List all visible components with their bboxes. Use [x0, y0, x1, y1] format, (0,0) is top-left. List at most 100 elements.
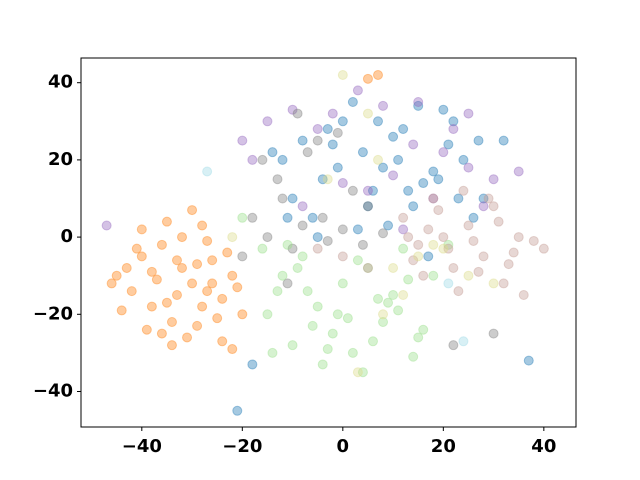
point [413, 97, 424, 108]
point [528, 235, 539, 246]
point [146, 301, 157, 312]
point [373, 116, 383, 127]
point [177, 232, 188, 243]
point [317, 174, 328, 185]
point [478, 251, 489, 262]
point [418, 178, 429, 189]
point [297, 201, 308, 212]
point [347, 97, 358, 108]
y-tick-label: −40 [33, 380, 73, 401]
point [423, 251, 434, 262]
point [373, 154, 383, 165]
point [287, 104, 298, 115]
point [292, 262, 303, 273]
point [136, 251, 147, 262]
point [141, 324, 152, 335]
point [388, 131, 399, 142]
point [463, 162, 474, 173]
point [161, 297, 172, 308]
point [388, 289, 399, 300]
point [156, 328, 167, 339]
x-tick-label: −20 [222, 436, 262, 457]
point [378, 317, 389, 328]
point [347, 347, 358, 358]
point [237, 212, 248, 223]
x-tick-label: 40 [531, 436, 556, 457]
point [332, 127, 343, 138]
point [277, 193, 288, 204]
point [197, 220, 208, 231]
point [312, 124, 323, 135]
point [111, 270, 122, 281]
plot-frame [80, 57, 577, 428]
point [332, 162, 343, 173]
point [388, 262, 399, 273]
point [398, 124, 409, 135]
point [418, 324, 429, 335]
point [513, 166, 524, 177]
point [498, 135, 509, 146]
point [312, 135, 323, 146]
point [448, 340, 459, 351]
point [468, 235, 479, 246]
point [433, 174, 444, 185]
point [237, 251, 248, 262]
point [357, 367, 368, 378]
point [337, 116, 348, 127]
point [468, 212, 479, 223]
point [423, 224, 434, 235]
point [302, 147, 313, 158]
point [488, 174, 499, 185]
point [493, 216, 504, 227]
point [352, 255, 363, 266]
point [292, 108, 303, 119]
point [297, 251, 308, 262]
point [443, 139, 454, 150]
point [327, 139, 338, 150]
point [448, 262, 459, 273]
point [398, 224, 409, 235]
point [428, 193, 439, 204]
point [126, 286, 137, 297]
point [408, 139, 419, 150]
point [197, 301, 208, 312]
point [393, 154, 404, 165]
point [227, 270, 238, 281]
point [458, 154, 469, 165]
point [352, 85, 363, 96]
point [362, 201, 373, 212]
point [408, 201, 419, 212]
point [121, 262, 132, 273]
point [262, 309, 273, 320]
x-tick-label: 20 [431, 436, 456, 457]
y-tick-label: 40 [48, 72, 73, 93]
point [488, 278, 499, 289]
point [322, 124, 333, 135]
point [378, 162, 389, 173]
point [443, 239, 454, 250]
point [287, 243, 298, 254]
point [272, 286, 283, 297]
point [247, 212, 258, 223]
point [282, 278, 293, 289]
point [443, 278, 454, 289]
point [267, 147, 278, 158]
point [413, 100, 424, 111]
point [106, 278, 117, 289]
point [378, 100, 389, 111]
point [202, 166, 213, 177]
point [267, 347, 278, 358]
point [523, 355, 534, 366]
point [428, 193, 439, 204]
point [327, 328, 338, 339]
y-tick-label: −20 [33, 303, 73, 324]
point [217, 293, 228, 304]
point [538, 243, 549, 254]
point [438, 104, 449, 115]
point [453, 193, 464, 204]
point [453, 286, 464, 297]
point [322, 344, 333, 355]
point [352, 224, 363, 235]
point [217, 336, 228, 347]
